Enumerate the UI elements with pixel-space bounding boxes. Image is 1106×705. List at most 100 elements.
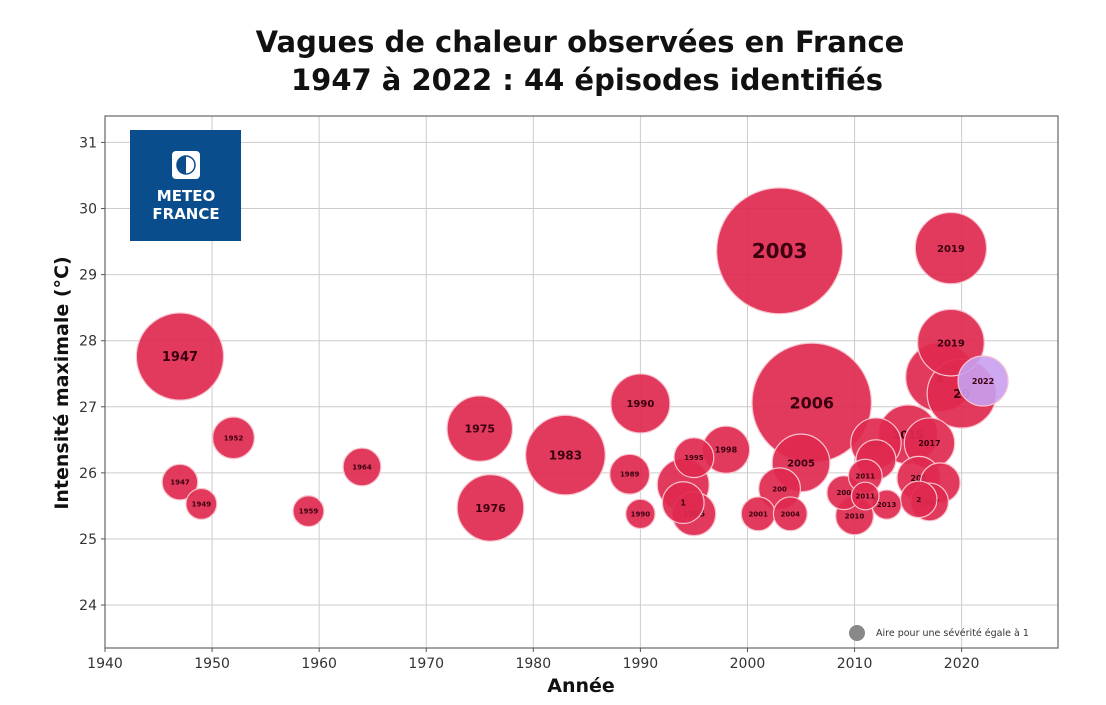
bubble-2011: 2011 xyxy=(850,481,880,511)
bubble-label: 1990 xyxy=(631,510,651,518)
y-tick-label: 29 xyxy=(79,268,97,284)
bubble-circle xyxy=(716,187,844,315)
bubble-1990: 1990 xyxy=(610,373,671,434)
bubble-label: 2010 xyxy=(845,512,865,520)
bubble-label: 200 xyxy=(837,489,852,497)
y-axis-label: Intensité maximale (°C) xyxy=(51,256,73,509)
bubble-circle xyxy=(185,487,218,520)
bubble-label: 2019 xyxy=(937,338,965,349)
bubble-label: 1 xyxy=(680,498,686,507)
bubble-circle xyxy=(772,496,808,532)
bubble-2019: 2019 xyxy=(917,308,985,377)
chart-title-line-2: 1947 à 2022 : 44 épisodes identifiés xyxy=(291,63,883,97)
bubble-label: 2011 xyxy=(856,493,876,501)
bubble-label: 2017 xyxy=(918,439,940,448)
bubble-label: 2003 xyxy=(752,239,808,263)
bubble-2003: 2003 xyxy=(716,187,844,315)
bubble-circle xyxy=(610,373,671,434)
bubble-circle xyxy=(625,498,656,530)
bubble-circle xyxy=(212,416,255,460)
bubble-circle xyxy=(525,414,606,496)
bubble-1995: 1995 xyxy=(673,437,715,479)
bubble-circle xyxy=(850,481,880,511)
bubble-1989: 1989 xyxy=(609,453,651,495)
bubble-1952: 1952 xyxy=(212,416,255,460)
bubble-circle xyxy=(661,481,705,525)
bubble-label: 1959 xyxy=(299,508,319,516)
bubble-1964: 1964 xyxy=(342,447,382,487)
x-tick-label: 2000 xyxy=(730,656,766,672)
y-tick-label: 31 xyxy=(79,135,97,151)
bubble-circle xyxy=(673,437,715,479)
x-tick-label: 1960 xyxy=(301,656,337,672)
bubble-2022: 2022 xyxy=(957,355,1009,407)
chart-title-line-1: Vagues de chaleur observées en France xyxy=(256,25,905,59)
bubble-1975: 1975 xyxy=(446,395,514,462)
bubble-circle xyxy=(957,355,1009,407)
bubble-circle xyxy=(917,308,985,377)
bubble-label: 200 xyxy=(772,485,787,493)
bubble-label: 201 xyxy=(910,474,927,483)
bubble-2: 2 xyxy=(899,480,938,519)
bubble-1959: 1959 xyxy=(292,495,325,528)
axis-ticks: 1940 1950 1960 1970 1980 1990 2000 2010 2020 24 25… xyxy=(79,135,979,672)
bubble-2019: 2019 xyxy=(914,211,988,285)
y-tick-label: 26 xyxy=(79,466,97,482)
bubble-label: 1975 xyxy=(464,423,495,436)
bubble-label: 1947 xyxy=(170,479,190,487)
bubble-label: 1998 xyxy=(715,446,738,455)
bubble-1949: 1949 xyxy=(185,487,218,520)
bubble-label: 1990 xyxy=(626,399,654,410)
bubble-label: 1964 xyxy=(352,463,372,471)
x-tick-label: 1940 xyxy=(87,656,123,672)
bubble-circle xyxy=(135,312,225,401)
logo-background xyxy=(130,130,241,241)
bubble-label: 1976 xyxy=(475,502,506,515)
bubble-1976: 1976 xyxy=(456,473,525,542)
bubble-label: 2 xyxy=(916,496,921,504)
y-tick-label: 27 xyxy=(79,400,97,416)
bubble-label: 2011 xyxy=(856,473,876,481)
logo-text-meteo: METEO xyxy=(157,187,215,205)
bubble-label: 1983 xyxy=(549,448,582,462)
bubble-2004: 2004 xyxy=(772,496,808,532)
y-tick-label: 24 xyxy=(79,598,97,614)
bubble-1947: 1947 xyxy=(161,463,199,501)
y-tick-label: 30 xyxy=(79,202,97,218)
x-axis-label: Année xyxy=(547,675,615,697)
bubble-label: 2022 xyxy=(972,377,994,386)
bubble-label: 1947 xyxy=(162,350,198,365)
y-tick-label: 28 xyxy=(79,334,97,350)
bubble-label: 2006 xyxy=(789,394,834,413)
bubble-circle xyxy=(292,495,325,528)
bubble-label: 2013 xyxy=(877,501,897,509)
bubble-circle xyxy=(446,395,514,462)
bubble-1947: 1947 xyxy=(135,312,225,401)
bubble-label: 2005 xyxy=(787,459,815,470)
bubble-1983: 1983 xyxy=(525,414,606,496)
bubble-circle xyxy=(456,473,525,542)
x-tick-label: 2020 xyxy=(944,656,980,672)
x-tick-label: 1950 xyxy=(194,656,230,672)
bubble-label: 2019 xyxy=(937,244,965,255)
x-tick-label: 1980 xyxy=(515,656,551,672)
bubble-label: 2001 xyxy=(748,510,768,518)
x-tick-label: 1990 xyxy=(623,656,659,672)
x-tick-label: 1970 xyxy=(408,656,444,672)
bubble-circle xyxy=(342,447,382,487)
bubble-label: 1949 xyxy=(192,500,212,508)
bubble-1: 1 xyxy=(661,481,705,525)
bubble-1990: 1990 xyxy=(625,498,656,530)
bubble-2017: 2017 xyxy=(903,417,956,469)
x-tick-label: 2010 xyxy=(837,656,873,672)
bubble-2006: 2006 xyxy=(751,342,873,464)
bubble-circle xyxy=(609,453,651,495)
bubbles: 2003200619471983201922020191975197619902… xyxy=(135,187,1009,542)
bubble-circle xyxy=(914,211,988,285)
legend: Aire pour une sévérité égale à 1 xyxy=(849,625,1029,641)
bubble-circle xyxy=(161,463,199,501)
bubble-label: 2004 xyxy=(781,510,801,518)
meteo-france-logo: METEO FRANCE xyxy=(130,130,241,241)
bubble-label: 1952 xyxy=(224,434,244,442)
